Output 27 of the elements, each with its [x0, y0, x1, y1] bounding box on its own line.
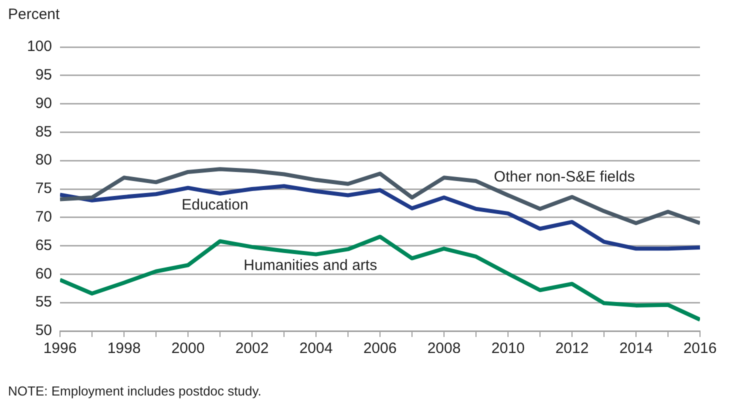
y-tick-label: 100 — [26, 38, 52, 56]
x-tick-label: 2004 — [299, 340, 333, 358]
y-axis-title: Percent — [8, 6, 61, 24]
y-tick-label: 55 — [35, 294, 52, 311]
x-tick-label: 2006 — [363, 340, 397, 358]
x-tick-label: 2008 — [427, 340, 461, 358]
y-tick-label: 50 — [35, 322, 52, 340]
series-label: Education — [182, 196, 248, 214]
x-tick-label: 2012 — [555, 340, 589, 358]
series-label: Humanities and arts — [244, 256, 378, 274]
text: NOTE: Employment includes postdoc study. — [8, 384, 262, 399]
y-tick-label: 95 — [35, 66, 52, 84]
x-tick-label: 2016 — [683, 340, 717, 358]
y-tick-label: 85 — [35, 123, 52, 140]
y-tick-label: 90 — [35, 94, 52, 112]
x-tick-label: 2010 — [491, 340, 525, 358]
y-tick-label: 70 — [35, 208, 52, 226]
y-tick-label: 75 — [35, 180, 52, 198]
x-tick-label: 1998 — [107, 340, 141, 358]
y-tick-label: 60 — [35, 265, 52, 282]
y-tick-label: 65 — [35, 236, 52, 254]
y-tick-label: 80 — [35, 152, 52, 169]
series-label: Other non-S&E fields — [494, 168, 635, 186]
x-tick-label: 1996 — [43, 340, 77, 358]
x-tick-label: 2002 — [235, 340, 269, 358]
x-tick-label: 2000 — [171, 340, 205, 358]
x-tick-label: 2014 — [619, 340, 653, 358]
